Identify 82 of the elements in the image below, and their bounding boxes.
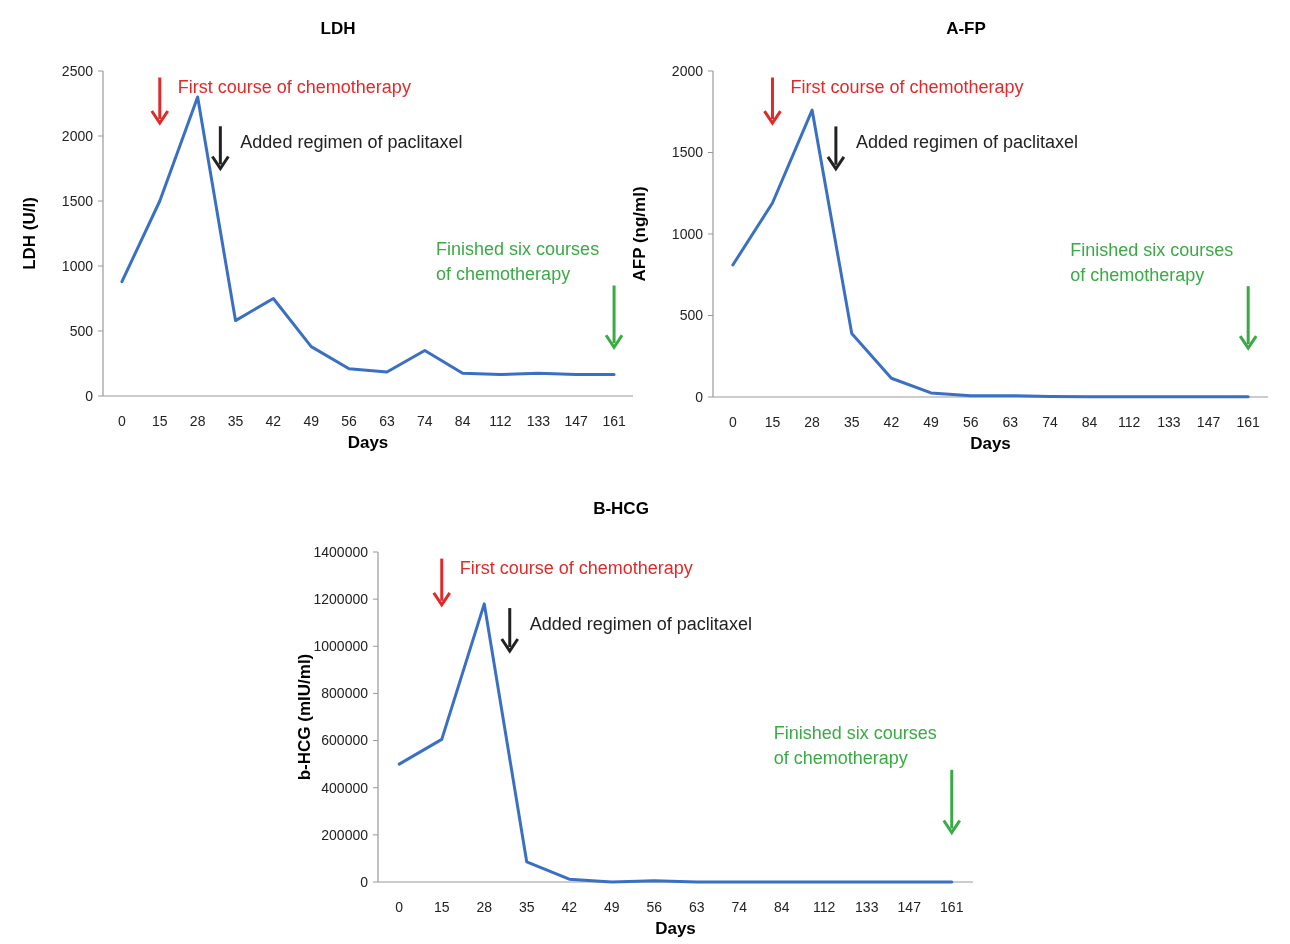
x-tick-label: 161	[1236, 414, 1261, 430]
y-tick-label: 0	[85, 387, 94, 404]
x-tick-label: 147	[1196, 414, 1221, 430]
y-tick-label: 1500	[61, 192, 94, 209]
y-tick-label: 1500	[671, 144, 704, 161]
y-tick-label: 600000	[321, 732, 369, 749]
x-tick-label: 161	[940, 899, 964, 915]
y-tick-label: 800000	[321, 685, 369, 702]
x-tick-label: 147	[564, 413, 589, 429]
x-tick-label: 42	[561, 899, 578, 915]
x-tick-label: 161	[602, 413, 626, 429]
x-axis-title: Days	[970, 434, 1011, 453]
annotation: Finished six courses of chemotherapy	[773, 722, 937, 768]
y-tick-label: 1000	[671, 225, 704, 242]
x-tick-label: 0	[395, 899, 404, 915]
y-tick-label: 2500	[61, 62, 94, 79]
y-axis-title: AFP (ng/ml)	[630, 186, 649, 282]
line-series	[120, 95, 616, 377]
x-tick-label: 84	[454, 413, 471, 429]
y-tick-label: 500	[69, 322, 94, 339]
x-tick-label: 49	[303, 413, 320, 429]
y-tick-label: 1000000	[313, 638, 369, 655]
x-tick-label: 15	[764, 414, 781, 430]
x-tick-label: 42	[265, 413, 282, 429]
x-tick-label: 112	[813, 899, 836, 915]
y-axis-title: LDH (U/l)	[20, 197, 39, 270]
y-tick-label: 1400000	[313, 543, 369, 560]
annotation: Added regimen of paclitaxel	[855, 132, 1079, 153]
x-tick-label: 133	[1157, 414, 1181, 430]
y-tick-label: 2000	[671, 62, 704, 79]
x-tick-label: 74	[417, 413, 433, 429]
x-tick-label: 28	[804, 414, 821, 430]
y-tick-label: 1000	[61, 257, 94, 274]
chart-title: LDH	[320, 19, 356, 38]
annotation: First course of chemotherapy	[459, 557, 693, 578]
annotation: Finished six courses of chemotherapy	[1070, 239, 1234, 285]
x-tick-label: 133	[855, 899, 879, 915]
x-tick-label: 49	[603, 899, 620, 915]
y-tick-label: 1200000	[313, 591, 369, 608]
x-tick-label: 84	[1081, 414, 1098, 430]
y-tick-label: 200000	[321, 826, 369, 843]
x-tick-label: 112	[1118, 414, 1141, 430]
x-axis-title: Days	[655, 919, 696, 938]
annotation: Added regimen of paclitaxel	[240, 132, 463, 152]
y-tick-label: 400000	[321, 779, 369, 796]
x-tick-label: 28	[189, 413, 206, 429]
annotation: Finished six courses of chemotherapy	[436, 239, 600, 285]
x-tick-label: 0	[118, 413, 127, 429]
x-tick-label: 63	[688, 899, 705, 915]
x-tick-label: 56	[962, 414, 979, 430]
x-tick-label: 28	[476, 899, 493, 915]
y-tick-label: 2000	[61, 127, 94, 144]
y-tick-label: 0	[695, 388, 704, 405]
x-tick-label: 35	[518, 899, 535, 915]
x-tick-label: 112	[489, 413, 512, 429]
annotation: First course of chemotherapy	[790, 76, 1024, 97]
annotation: Added regimen of paclitaxel	[529, 614, 752, 634]
x-tick-label: 147	[897, 899, 922, 915]
x-tick-label: 49	[923, 414, 940, 430]
y-axis-title: b-HCG (mIU/ml)	[295, 653, 314, 781]
x-tick-label: 56	[646, 899, 663, 915]
x-tick-label: 15	[433, 899, 450, 915]
line-series	[397, 602, 954, 884]
annotation: First course of chemotherapy	[177, 76, 411, 97]
x-tick-label: 63	[379, 413, 395, 429]
x-tick-label: 84	[773, 899, 790, 915]
line-series	[731, 108, 1250, 399]
y-tick-label: 500	[679, 307, 704, 324]
x-tick-label: 35	[227, 413, 244, 429]
x-tick-label: 15	[152, 413, 168, 429]
y-tick-label: 0	[360, 873, 369, 890]
x-tick-label: 56	[341, 413, 358, 429]
chart-title: B-HCG	[593, 499, 649, 518]
x-tick-label: 42	[883, 414, 900, 430]
x-tick-label: 63	[1002, 414, 1019, 430]
x-tick-label: 133	[526, 413, 551, 429]
x-tick-label: 35	[843, 414, 860, 430]
x-tick-label: 74	[1042, 414, 1058, 430]
chart-title: A-FP	[946, 19, 986, 38]
x-tick-label: 74	[731, 899, 748, 915]
x-tick-label: 0	[728, 414, 737, 430]
x-axis-title: Days	[347, 433, 389, 452]
